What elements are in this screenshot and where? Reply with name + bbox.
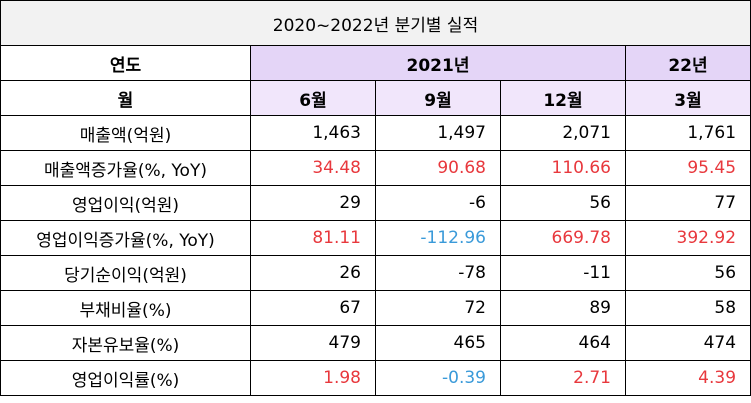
value-cell: 464 bbox=[500, 325, 626, 361]
month-header-sep: 9월 bbox=[375, 80, 501, 116]
value-cell: -78 bbox=[375, 255, 501, 291]
month-header-label: 월 bbox=[0, 80, 251, 116]
value-cell: 1,497 bbox=[375, 115, 501, 151]
value-cell: 67 bbox=[250, 290, 376, 326]
row-label: 영업이익(억원) bbox=[0, 185, 251, 221]
value-cell: 392.92 bbox=[624, 220, 751, 256]
year-2021-header: 2021년 bbox=[250, 45, 626, 81]
table-row: 영업이익률(%) 1.98 -0.39 2.71 4.39 bbox=[0, 360, 751, 396]
table-row: 매출액증가율(%, YoY) 34.48 90.68 110.66 95.45 bbox=[0, 150, 751, 186]
value-cell: 34.48 bbox=[250, 150, 376, 186]
value-cell: 4.39 bbox=[624, 360, 751, 396]
year-22-header: 22년 bbox=[624, 45, 751, 81]
row-label: 자본유보율(%) bbox=[0, 325, 251, 361]
value-cell: 72 bbox=[375, 290, 501, 326]
value-cell: 56 bbox=[500, 185, 626, 221]
value-cell: 89 bbox=[500, 290, 626, 326]
value-cell: 479 bbox=[250, 325, 376, 361]
table-row: 영업이익(억원) 29 -6 56 77 bbox=[0, 185, 751, 221]
row-label: 영업이익증가율(%, YoY) bbox=[0, 220, 251, 256]
value-cell: 29 bbox=[250, 185, 376, 221]
value-cell: 465 bbox=[375, 325, 501, 361]
month-header-mar: 3월 bbox=[624, 80, 751, 116]
value-cell: 26 bbox=[250, 255, 376, 291]
table-row: 매출액(억원) 1,463 1,497 2,071 1,761 bbox=[0, 115, 751, 151]
value-cell: 1,463 bbox=[250, 115, 376, 151]
value-cell: 110.66 bbox=[500, 150, 626, 186]
value-cell: -0.39 bbox=[375, 360, 501, 396]
value-cell: 1.98 bbox=[250, 360, 376, 396]
row-label: 매출액증가율(%, YoY) bbox=[0, 150, 251, 186]
row-label: 영업이익률(%) bbox=[0, 360, 251, 396]
value-cell: -11 bbox=[500, 255, 626, 291]
value-cell: 56 bbox=[624, 255, 751, 291]
table-row: 부채비율(%) 67 72 89 58 bbox=[0, 290, 751, 326]
value-cell: 2,071 bbox=[500, 115, 626, 151]
table-row: 영업이익증가율(%, YoY) 81.11 -112.96 669.78 392.92 bbox=[0, 220, 751, 256]
value-cell: 1,761 bbox=[624, 115, 751, 151]
table-row: 당기순이익(억원) 26 -78 -11 56 bbox=[0, 255, 751, 291]
value-cell: 77 bbox=[624, 185, 751, 221]
value-cell: 2.71 bbox=[500, 360, 626, 396]
row-label: 부채비율(%) bbox=[0, 290, 251, 326]
table-title: 2020~2022년 분기별 실적 bbox=[0, 0, 751, 46]
row-label: 당기순이익(억원) bbox=[0, 255, 251, 291]
table-row: 자본유보율(%) 479 465 464 474 bbox=[0, 325, 751, 361]
value-cell: 669.78 bbox=[500, 220, 626, 256]
value-cell: 58 bbox=[624, 290, 751, 326]
month-header-jun: 6월 bbox=[250, 80, 376, 116]
row-label: 매출액(억원) bbox=[0, 115, 251, 151]
value-cell: 474 bbox=[624, 325, 751, 361]
month-header-dec: 12월 bbox=[500, 80, 626, 116]
value-cell: 90.68 bbox=[375, 150, 501, 186]
year-header-label: 연도 bbox=[0, 45, 251, 81]
value-cell: 81.11 bbox=[250, 220, 376, 256]
value-cell: -6 bbox=[375, 185, 501, 221]
value-cell: -112.96 bbox=[375, 220, 501, 256]
value-cell: 95.45 bbox=[624, 150, 751, 186]
